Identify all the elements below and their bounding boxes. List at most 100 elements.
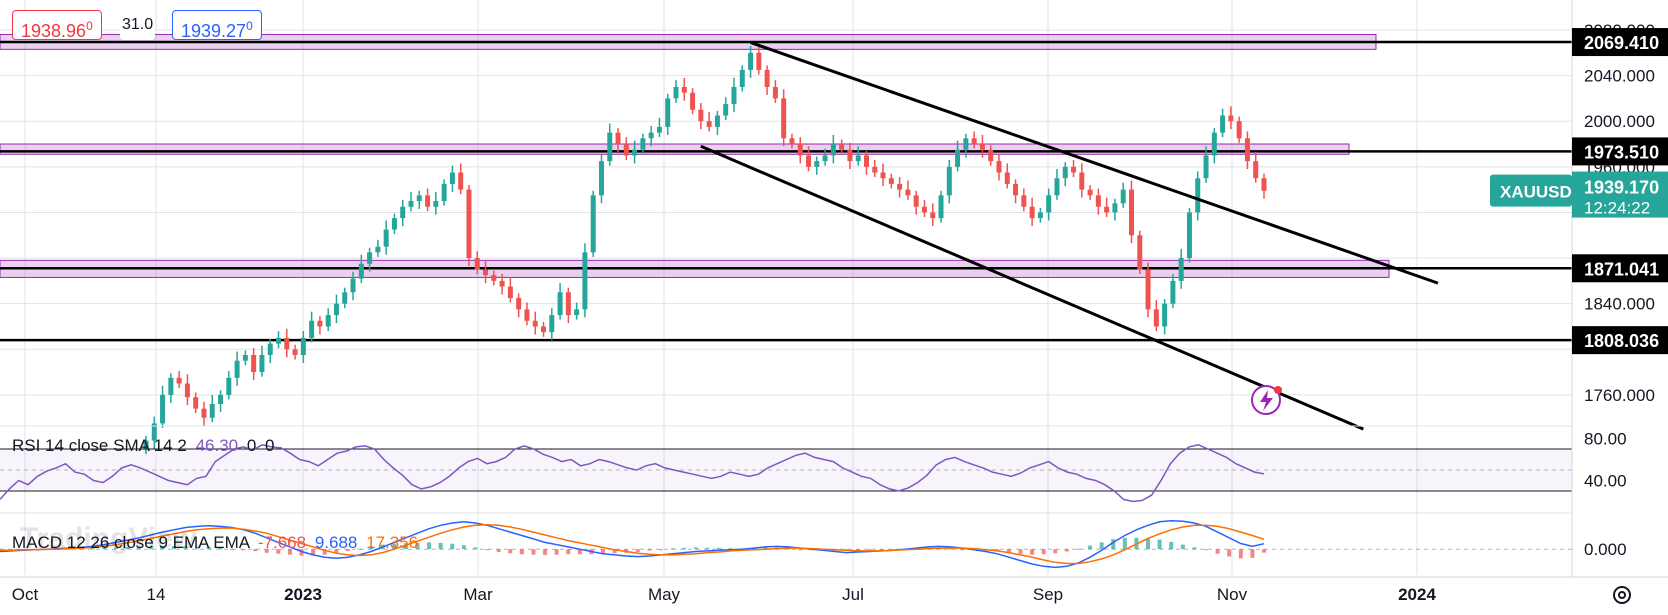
rsi-legend-z1: 0 [246, 436, 257, 455]
macd-hist-91 [1053, 549, 1058, 554]
macd-hist-39 [450, 543, 455, 550]
trend-channel[interactable] [700, 41, 1439, 431]
candle-body-24 [342, 292, 348, 304]
candle-body-68 [706, 121, 712, 127]
candle-body-17 [284, 337, 290, 350]
macd-hist-25 [287, 549, 292, 555]
macd-hist-11 [125, 546, 130, 550]
macd-hist-32 [369, 546, 374, 550]
candle-body-94 [921, 206, 927, 213]
candle-body-134 [1253, 161, 1259, 179]
candle-body-88 [872, 166, 878, 173]
macd-hist-10 [113, 547, 118, 550]
candle-body-18 [292, 349, 298, 355]
macd-hist-37 [427, 542, 432, 550]
bid-price[interactable]: 1938.960 [12, 10, 102, 41]
candle-body-57 [615, 132, 621, 145]
ask-price[interactable]: 1939.270 [172, 10, 262, 41]
macd-hist-43 [496, 549, 501, 552]
macd-hist-38 [438, 542, 443, 550]
candle-body-104 [1004, 172, 1010, 184]
candle-body-107 [1029, 206, 1035, 219]
candle-body-115 [1095, 195, 1101, 207]
candle-body-105 [1013, 183, 1019, 196]
macd-hist-61 [705, 547, 710, 550]
time-label: Oct [12, 585, 39, 604]
symbol-tag[interactable]: XAUUSD [1500, 183, 1572, 202]
macd-hist-34 [392, 543, 397, 550]
candle-body-56 [607, 132, 613, 162]
candle-body-73 [748, 52, 754, 70]
price-tag-bg [1572, 171, 1668, 218]
candle-body-19 [300, 337, 306, 355]
macd-hist-12 [137, 546, 142, 550]
candle-body-125 [1178, 258, 1184, 281]
candle-body-3 [168, 377, 174, 395]
candle-body-119 [1128, 189, 1134, 236]
macd-hist-53 [612, 549, 617, 554]
macd-hist-40 [461, 545, 466, 550]
zone-1[interactable] [0, 143, 1350, 155]
candle-body-4 [176, 377, 182, 384]
channel-line-1[interactable] [700, 144, 1364, 431]
candle-body-41 [483, 269, 489, 276]
candle-body-74 [756, 52, 762, 70]
macd-hist-35 [403, 543, 408, 550]
candle-body-30 [391, 218, 397, 230]
candle-body-46 [524, 309, 530, 321]
candle-body-37 [449, 172, 455, 184]
candle-body-97 [946, 166, 952, 196]
macd-hist-83 [960, 549, 965, 551]
candle-body-81 [814, 161, 820, 167]
candle-body-62 [656, 126, 662, 133]
rsi-legend[interactable]: RSI 14 close SMA 14 2 46.30 0 0 [12, 436, 275, 456]
candle-body-23 [333, 303, 339, 316]
level-label: 2069.410 [1584, 33, 1659, 53]
candle-body-112 [1071, 166, 1077, 173]
rsi-tick: 40.00 [1584, 472, 1627, 491]
candle-body-55 [598, 161, 604, 196]
candle-body-13 [251, 354, 257, 373]
candle-body-83 [830, 144, 836, 156]
candle-body-133 [1244, 138, 1250, 162]
candle-body-100 [971, 138, 977, 145]
candle-body-106 [1021, 195, 1027, 207]
macd-hist-75 [867, 549, 872, 551]
macd-hist-93 [1076, 548, 1081, 550]
candle-body-6 [193, 397, 199, 409]
candle-body-130 [1220, 115, 1226, 133]
candle-body-80 [806, 155, 812, 167]
macd-legend[interactable]: MACD 12 26 close 9 EMA EMA -7.668 9.688 … [12, 533, 418, 553]
macd-hist-62 [716, 547, 721, 550]
candle-body-61 [648, 132, 654, 139]
candle-body-53 [582, 252, 588, 310]
candle-body-111 [1062, 166, 1068, 179]
macd-hist-41 [473, 547, 478, 550]
candle-body-99 [963, 138, 969, 150]
candle-body-47 [532, 320, 538, 327]
candle-body-123 [1162, 303, 1168, 327]
candle-body-85 [847, 149, 853, 162]
price-tick: 1760.000 [1584, 386, 1655, 405]
horizontal-levels[interactable] [0, 40, 1572, 342]
lightning-icon[interactable] [1251, 385, 1282, 415]
candle-body-79 [797, 144, 803, 156]
candle-body-32 [408, 201, 414, 207]
candle-body-63 [665, 98, 671, 127]
rsi-line [0, 444, 1265, 503]
settings-gear-icon[interactable] [1613, 586, 1631, 604]
candle-body-7 [201, 408, 207, 418]
tradingview-watermark: TradingView [20, 522, 197, 555]
candle-body-96 [938, 195, 944, 219]
channel-line-0[interactable] [750, 41, 1439, 285]
macd-hist-58 [670, 548, 675, 550]
macd-hist-66 [763, 547, 768, 550]
candle-body-109 [1046, 195, 1052, 213]
candle-body-67 [698, 109, 704, 122]
candle-body-89 [880, 172, 886, 179]
price-axis-bg [1572, 0, 1668, 615]
macd-hist-36 [415, 542, 420, 550]
macd-hist-22 [253, 549, 258, 552]
candle-body-90 [888, 178, 894, 184]
